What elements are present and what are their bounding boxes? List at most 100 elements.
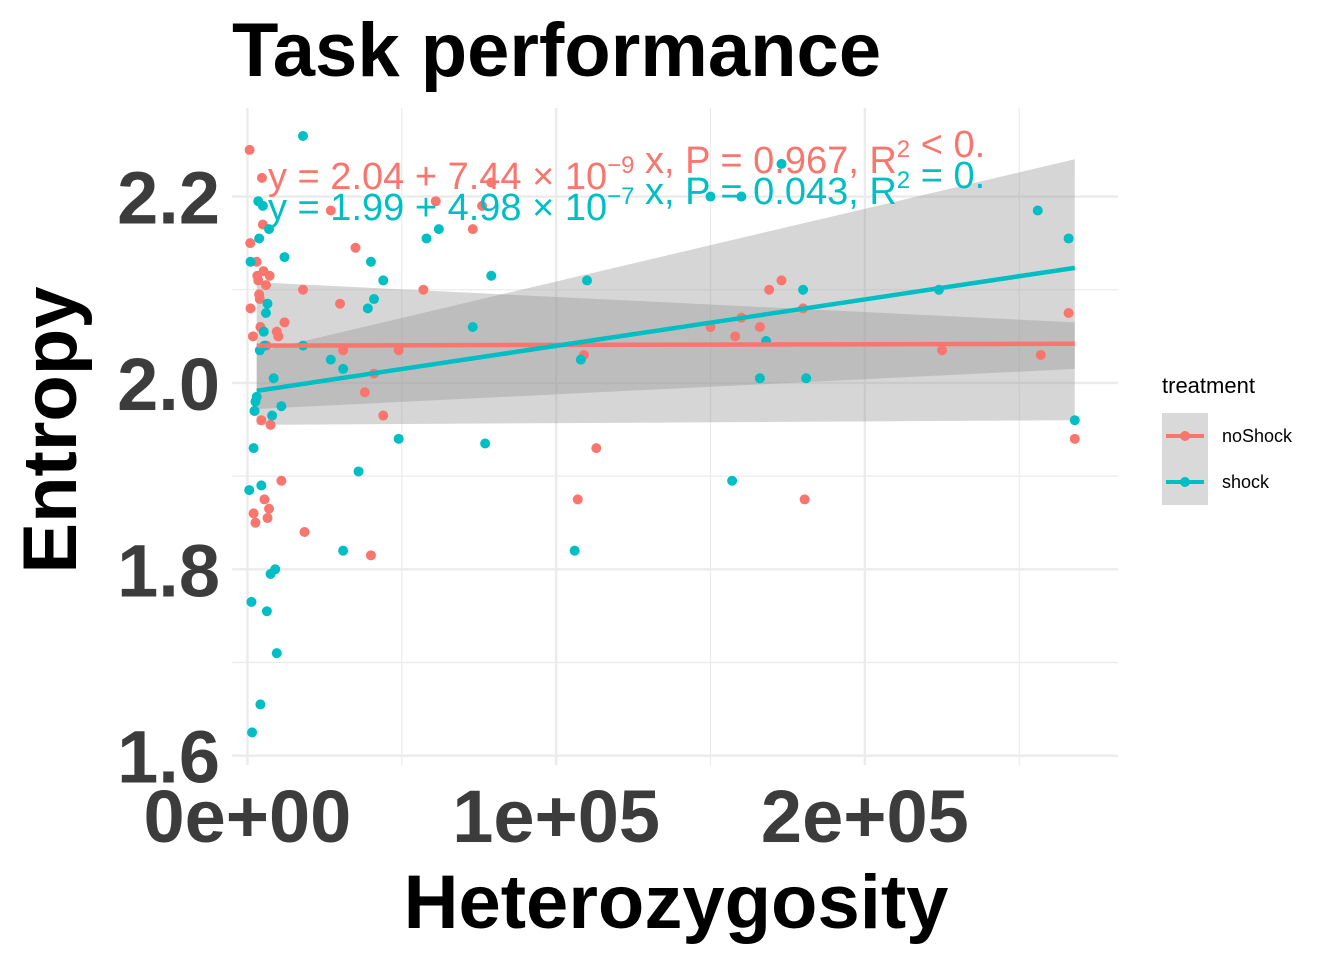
x-axis-tick-labels: 0e+00 1e+05 2e+05 (144, 775, 969, 858)
point-noShock (298, 284, 309, 295)
point-noShock (730, 331, 741, 342)
point-shock (325, 354, 336, 365)
point-shock (246, 596, 257, 607)
point-noShock (937, 345, 948, 356)
legend-title: treatment (1162, 373, 1255, 398)
y-tick-label: 1.6 (117, 716, 220, 799)
point-noShock (338, 345, 349, 356)
point-noShock (776, 275, 787, 286)
x-tick-label: 0e+00 (144, 775, 352, 858)
y-tick-label: 2.2 (117, 157, 220, 240)
equation-part: −9 (607, 152, 634, 179)
point-noShock (279, 317, 290, 328)
point-shock (254, 233, 265, 244)
point-shock (245, 256, 256, 267)
equation-part: 2 (897, 136, 910, 163)
equation-part: y = 1.99 + 4.98 × 10 (268, 187, 607, 229)
point-noShock (799, 494, 810, 505)
point-noShock (335, 298, 346, 309)
point-noShock (253, 275, 264, 286)
point-shock (264, 224, 275, 235)
point-shock (270, 564, 281, 575)
equation-part: x, P = 0.967, R (634, 140, 896, 182)
point-shock (271, 648, 282, 659)
legend-label-shock: shock (1222, 472, 1270, 492)
point-noShock (262, 513, 273, 524)
point-noShock (254, 294, 265, 305)
point-shock (801, 373, 812, 384)
legend-point-noShock (1180, 431, 1190, 441)
point-shock (279, 252, 290, 263)
fit-line-shock (256, 265, 1076, 394)
point-shock (1069, 415, 1080, 426)
x-tick-label: 2e+05 (761, 775, 969, 858)
point-noShock (273, 331, 284, 342)
equation-part: = 0. (910, 155, 985, 197)
point-noShock (244, 144, 255, 155)
point-noShock (393, 345, 404, 356)
point-shock (257, 200, 268, 211)
point-shock (736, 191, 747, 202)
point-shock (421, 233, 432, 244)
point-noShock (418, 284, 429, 295)
point-noShock (276, 475, 287, 486)
point-shock (569, 545, 580, 556)
point-noShock (299, 527, 310, 538)
equation-part: −7 (607, 183, 634, 210)
point-shock (256, 480, 267, 491)
point-shock (338, 363, 349, 374)
point-noShock (764, 284, 775, 295)
point-shock (255, 699, 266, 710)
equation-part: 2 (897, 167, 910, 194)
chart-title: Task performance (232, 8, 881, 93)
point-noShock (1063, 308, 1074, 319)
point-noShock (486, 177, 497, 188)
equation-noShock: y = 2.04 + 7.44 × 10−9 x, P = 0.967, R2 … (268, 124, 985, 198)
point-noShock (265, 419, 276, 430)
point-noShock (245, 238, 256, 249)
point-shock (298, 130, 309, 141)
point-noShock (247, 331, 258, 342)
point-noShock (250, 517, 261, 528)
point-noShock (591, 443, 602, 454)
point-shock (705, 191, 716, 202)
x-axis-title: Heterozygosity (404, 860, 949, 945)
point-shock (480, 438, 491, 449)
point-shock (338, 545, 349, 556)
point-noShock (378, 410, 389, 421)
point-shock (262, 298, 273, 309)
point-noShock (359, 387, 370, 398)
point-shock (582, 275, 593, 286)
point-noShock (245, 303, 256, 314)
point-shock (369, 294, 380, 305)
point-noShock (260, 280, 271, 291)
point-noShock (264, 270, 275, 281)
point-noShock (350, 242, 361, 253)
legend-label-noShock: noShock (1222, 426, 1293, 446)
point-noShock (430, 196, 441, 207)
legend: treatment noShock shock (1162, 373, 1293, 505)
point-shock (261, 606, 272, 617)
point-shock (249, 405, 260, 416)
point-noShock (256, 172, 267, 183)
point-shock (268, 373, 279, 384)
point-shock (754, 373, 765, 384)
point-noShock (1035, 349, 1046, 360)
data-points (244, 130, 1080, 738)
point-noShock (325, 205, 336, 216)
regression-lines (256, 265, 1076, 394)
point-shock (248, 443, 259, 454)
point-shock (258, 326, 269, 337)
point-shock (1032, 205, 1043, 216)
y-axis-tick-labels: 1.6 1.8 2.0 2.2 (117, 157, 220, 799)
point-shock (260, 308, 271, 319)
point-shock (362, 303, 373, 314)
point-shock (276, 401, 287, 412)
point-shock (1063, 233, 1074, 244)
regression-equations: y = 2.04 + 7.44 × 10−9 x, P = 0.967, R2 … (268, 124, 985, 229)
point-noShock (259, 494, 270, 505)
y-tick-label: 1.8 (117, 529, 220, 612)
point-noShock (1069, 433, 1080, 444)
equation-part: x, P = 0.043, R (634, 171, 896, 213)
